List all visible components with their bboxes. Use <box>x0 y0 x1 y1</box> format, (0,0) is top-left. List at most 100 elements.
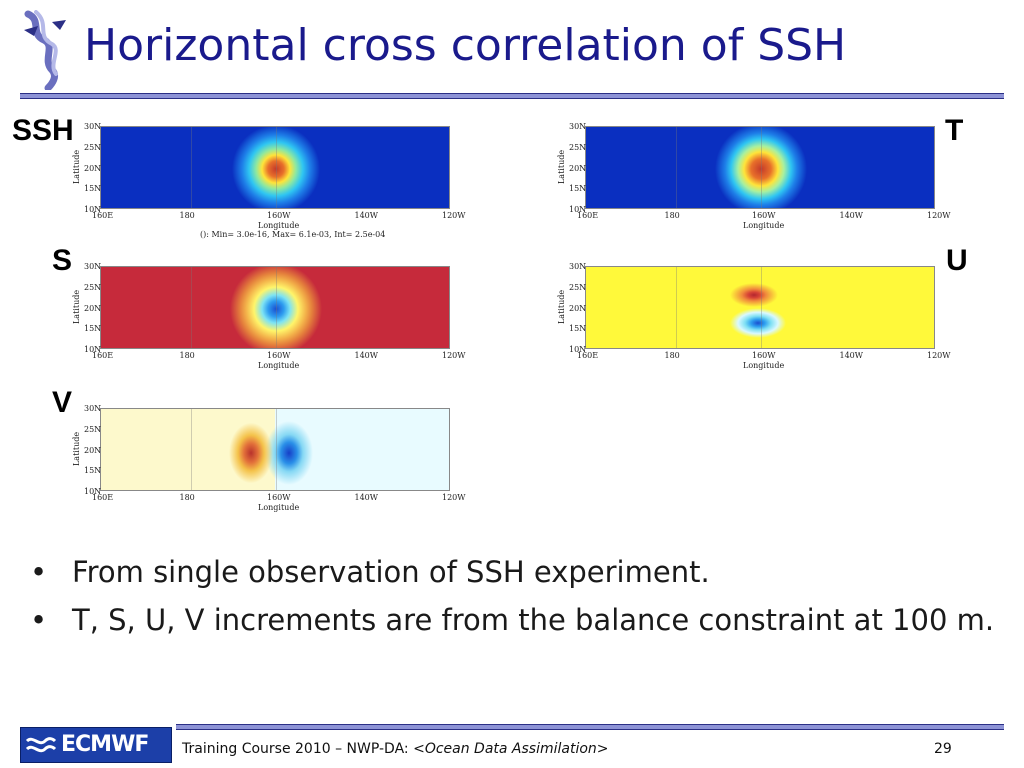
x-tick-label: 160W <box>267 211 291 220</box>
panel-label-ssh: SSH <box>12 114 74 147</box>
y-tick-label: 15N <box>84 184 102 194</box>
x-tick-label: 120W <box>927 351 951 360</box>
ecmwf-swirl-logo <box>24 10 66 90</box>
bullet-text: T, S, U, V increments are from the balan… <box>72 603 995 637</box>
x-tick-label: 120W <box>442 351 466 360</box>
y-tick-label: 15N <box>84 466 102 476</box>
y-tick-label: 15N <box>569 324 587 334</box>
x-tick-label: 180 <box>179 351 195 360</box>
map-panel-t: 30N 25N 20N 15N 10N 160E 180 160W 140W 120W Longit… <box>555 122 955 247</box>
meridian-line <box>191 127 192 208</box>
y-tick-label: 25N <box>569 282 587 292</box>
x-tick-label: 160W <box>267 351 291 360</box>
x-tick-label: 160E <box>92 351 114 360</box>
bullet-item: • From single observation of SSH experim… <box>30 552 1010 592</box>
x-tick-label: 160W <box>267 493 291 502</box>
x-tick-label: 140W <box>354 351 379 360</box>
panel-label-v: V <box>52 386 73 419</box>
map-plot-area <box>585 126 935 209</box>
map-plot-area <box>100 408 450 491</box>
meridian-line <box>276 267 277 348</box>
footer-prefix: Training Course 2010 – NWP-DA: <box>182 741 414 757</box>
x-tick-label: 140W <box>839 351 864 360</box>
y-tick-label: 15N <box>569 184 587 194</box>
y-axis-label: Latitude <box>72 431 81 466</box>
meridian-line <box>191 409 192 490</box>
x-tick-label: 180 <box>664 211 680 220</box>
meridian-line <box>276 409 277 490</box>
meridian-line <box>191 267 192 348</box>
x-axis-label: Longitude <box>743 221 785 230</box>
y-tick-label: 30N <box>84 404 102 413</box>
y-tick-label: 15N <box>84 324 102 334</box>
ecmwf-wave-icon <box>25 737 57 753</box>
map-plot-area <box>100 266 450 349</box>
x-tick-label: 180 <box>179 493 195 502</box>
x-axis-label: Longitude <box>258 361 300 370</box>
x-tick-label: 180 <box>179 211 195 220</box>
title-divider <box>20 93 1004 99</box>
bullet-dot: • <box>30 603 48 637</box>
footer-course-title: <Ocean Data Assimilation> <box>413 741 609 757</box>
y-tick-label: 30N <box>569 262 587 271</box>
x-tick-label: 120W <box>442 493 466 502</box>
meridian-line <box>761 127 762 208</box>
page-number: 29 <box>934 741 952 757</box>
slide-title: Horizontal cross correlation of SSH <box>84 20 847 71</box>
panel-label-t: T <box>945 114 964 147</box>
meridian-line <box>761 267 762 348</box>
meridian-line <box>676 127 677 208</box>
y-tick-label: 20N <box>84 303 102 313</box>
y-tick-label: 30N <box>84 122 102 131</box>
y-tick-label: 25N <box>84 282 102 292</box>
x-axis-label: Longitude <box>743 361 785 370</box>
y-tick-label: 30N <box>84 262 102 271</box>
bullet-dot: • <box>30 555 48 589</box>
footer-divider <box>176 724 1004 730</box>
y-axis-label: Latitude <box>72 289 81 324</box>
x-tick-label: 140W <box>354 211 379 220</box>
y-tick-label: 20N <box>569 163 587 173</box>
bullet-item: • T, S, U, V increments are from the bal… <box>30 600 1010 640</box>
x-tick-label: 140W <box>354 493 379 502</box>
panel-label-u: U <box>946 244 968 277</box>
map-plot-area <box>100 126 450 209</box>
y-axis-label: Latitude <box>557 289 566 324</box>
y-tick-label: 20N <box>569 303 587 313</box>
y-tick-label: 25N <box>84 424 102 434</box>
ecmwf-logo: ECMWF <box>20 727 172 763</box>
map-panel-v: 30N 25N 20N 15N 10N 160E 180 160W 140W 120W Longit… <box>70 404 470 529</box>
y-tick-label: 10N <box>84 205 102 214</box>
x-tick-label: 140W <box>839 211 864 220</box>
bullet-list: • From single observation of SSH experim… <box>30 552 1010 648</box>
y-axis-label: Latitude <box>557 149 566 184</box>
x-tick-label: 120W <box>442 211 466 220</box>
x-tick-label: 120W <box>927 211 951 220</box>
panel-label-s: S <box>52 244 73 277</box>
y-tick-label: 25N <box>569 142 587 152</box>
y-tick-label: 10N <box>569 345 587 354</box>
y-axis-label: Latitude <box>72 149 81 184</box>
meridian-line <box>276 127 277 208</box>
x-tick-label: 160W <box>752 351 776 360</box>
meridian-line <box>676 267 677 348</box>
x-axis-label: Longitude <box>258 221 300 230</box>
y-tick-label: 20N <box>84 445 102 455</box>
bullet-text: From single observation of SSH experimen… <box>72 555 710 589</box>
x-tick-label: 160E <box>577 351 599 360</box>
y-tick-label: 10N <box>569 205 587 214</box>
x-tick-label: 180 <box>664 351 680 360</box>
x-tick-label: 160E <box>92 493 114 502</box>
x-axis-label: Longitude <box>258 503 300 512</box>
x-tick-label: 160E <box>577 211 599 220</box>
x-tick-label: 160E <box>92 211 114 220</box>
map-panel-s: 30N 25N 20N 15N 10N 160E 180 160W 140W 120W Longit… <box>70 262 470 387</box>
y-tick-label: 30N <box>569 122 587 131</box>
footer-text: Training Course 2010 – NWP-DA: <Ocean Da… <box>182 741 609 757</box>
map-panel-ssh: 30N 25N 20N 15N 10N 160E 180 160W 140W 120W Longit… <box>70 122 470 247</box>
y-tick-label: 10N <box>84 487 102 496</box>
y-tick-label: 10N <box>84 345 102 354</box>
y-tick-label: 20N <box>84 163 102 173</box>
map-plot-area <box>585 266 935 349</box>
x-tick-label: 160W <box>752 211 776 220</box>
